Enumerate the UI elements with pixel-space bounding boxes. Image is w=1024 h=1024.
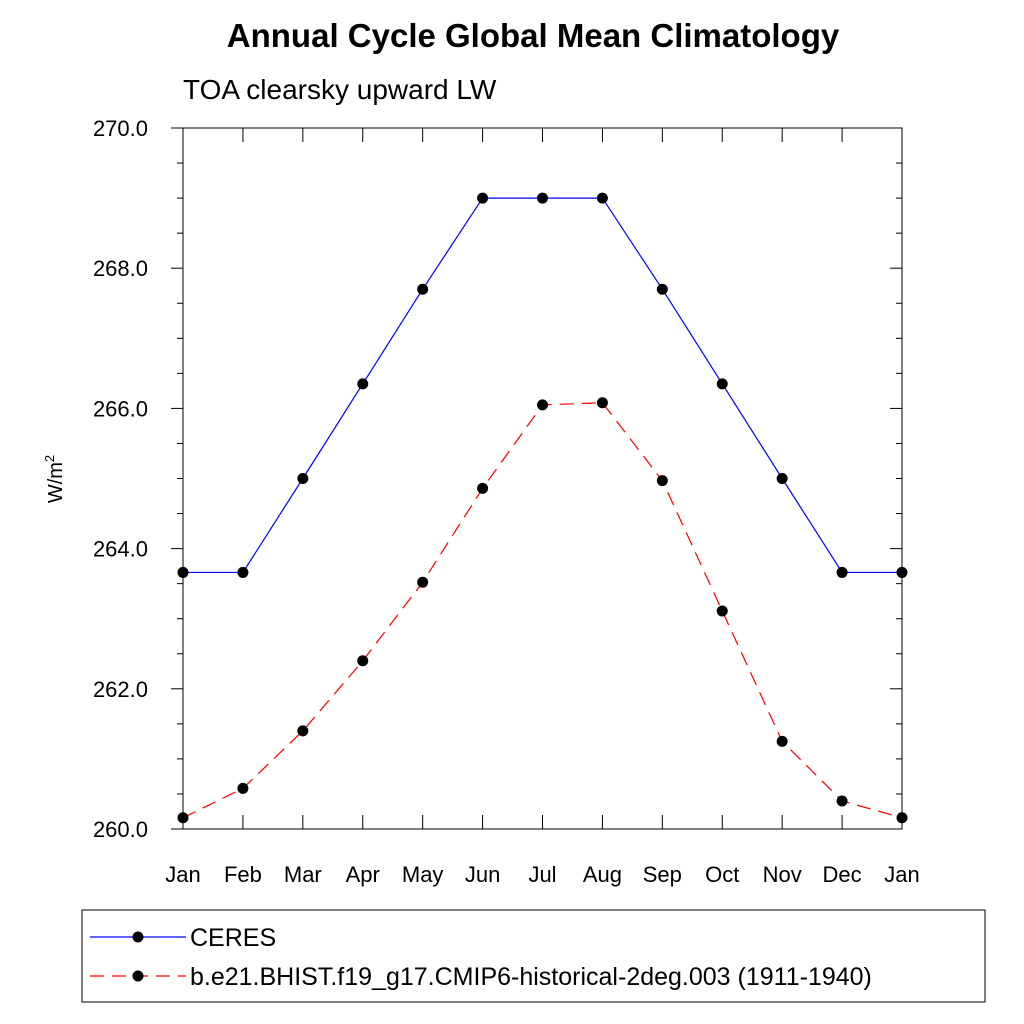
y-tick-label: 262.0 <box>93 677 148 702</box>
series-1-point <box>836 566 848 578</box>
series-2-point <box>357 655 369 667</box>
x-tick-label: Dec <box>823 862 862 887</box>
x-tick-label: Jan <box>884 862 919 887</box>
x-tick-label: May <box>402 862 444 887</box>
series-2-point <box>896 812 908 824</box>
x-tick-label: Sep <box>643 862 682 887</box>
series-1-point <box>417 283 429 295</box>
y-tick-label: 270.0 <box>93 116 148 141</box>
series-1-point <box>357 378 369 390</box>
series-2-point <box>237 782 249 794</box>
x-tick-label: Nov <box>763 862 802 887</box>
legend-marker-1 <box>132 931 144 943</box>
y-axis-label-superscript: 2 <box>42 455 57 462</box>
series-line-1 <box>183 197 902 574</box>
x-tick-label: Apr <box>346 862 380 887</box>
x-tick-label: Oct <box>705 862 739 887</box>
y-axis-label-base: W/m <box>45 462 67 503</box>
series-2-point <box>537 399 548 411</box>
series-2-point <box>297 725 309 737</box>
series-1-point <box>537 192 548 204</box>
y-tick-label: 268.0 <box>93 256 148 281</box>
legend: CERES b.e21.BHIST.f19_g17.CMIP6-historica… <box>90 924 872 991</box>
legend-label-1: CERES <box>190 924 276 952</box>
series-1-point <box>656 283 668 295</box>
y-tick-label: 264.0 <box>93 537 148 562</box>
series-2-point <box>836 795 848 807</box>
series-1-point <box>776 473 788 484</box>
series-2-point <box>417 576 429 588</box>
x-tick-label: Jun <box>465 862 500 887</box>
legend-label-2: b.e21.BHIST.f19_g17.CMIP6-historical-2de… <box>190 963 872 991</box>
x-tick-label: Feb <box>224 862 262 887</box>
legend-box <box>81 909 986 1003</box>
axes: Jan Feb Mar Apr May Jun Jul Aug Sep Oct Nov Dec Jan 2… <box>93 116 920 887</box>
series-1-point <box>297 473 309 484</box>
chart-subtitle: TOA clearsky upward LW <box>183 74 497 105</box>
series-1-point <box>716 378 728 390</box>
series-1-point <box>596 192 608 204</box>
x-tick-label: Jul <box>528 862 556 887</box>
legend-marker-2 <box>132 970 144 982</box>
plot-frame <box>182 127 903 830</box>
y-tick-label: 260.0 <box>93 817 148 842</box>
series-1-point <box>896 566 908 578</box>
series-2-point <box>776 735 788 747</box>
series-layer <box>177 192 908 824</box>
chart-title: Annual Cycle Global Mean Climatology <box>227 17 840 54</box>
series-1-point <box>237 566 249 578</box>
series-line-2 <box>182 402 903 819</box>
x-tick-label: Jan <box>165 862 200 887</box>
series-2-point <box>716 605 728 617</box>
series-1-point <box>177 566 189 578</box>
y-tick-label: 266.0 <box>93 396 148 421</box>
series-2-point <box>177 812 189 824</box>
series-1-point <box>477 192 489 204</box>
y-axis-label: W/m2 <box>42 455 67 503</box>
series-2-point <box>596 397 608 409</box>
series-2-point <box>656 475 668 487</box>
x-tick-label: Mar <box>284 862 322 887</box>
x-tick-label: Aug <box>583 862 622 887</box>
series-2-point <box>477 482 489 494</box>
